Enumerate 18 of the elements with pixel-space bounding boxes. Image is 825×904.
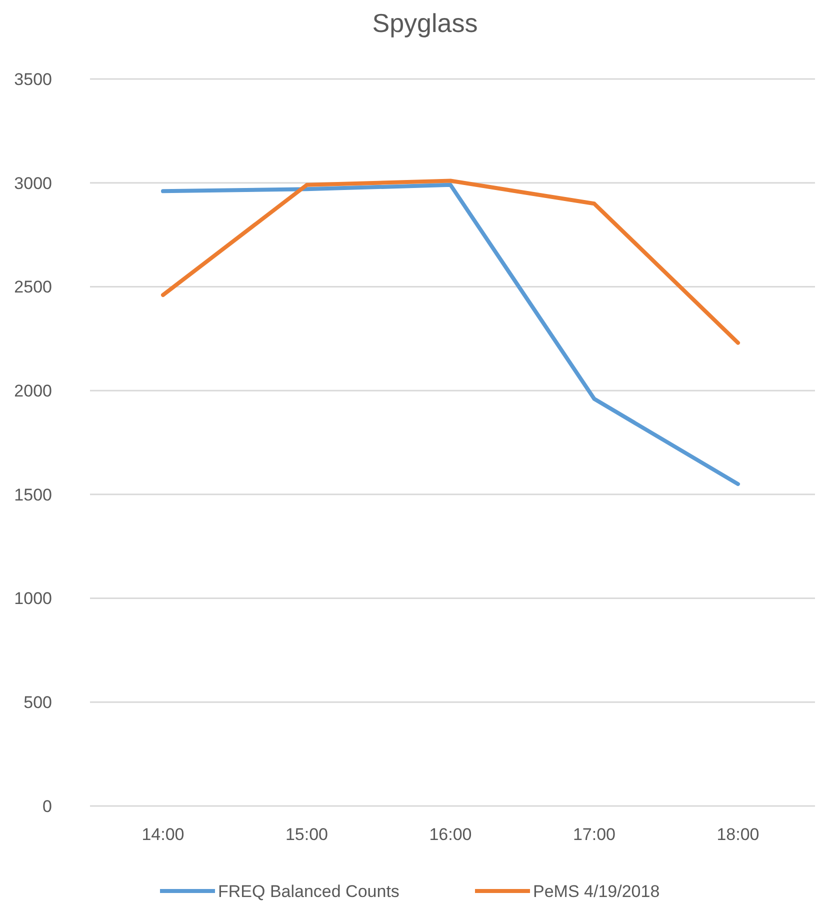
chart-title: Spyglass [372, 8, 478, 38]
y-tick-label: 2500 [14, 278, 52, 297]
line-series [161, 178, 740, 345]
x-tick-label: 17:00 [572, 825, 616, 844]
y-tick-label: 2000 [14, 382, 52, 401]
y-tick-label: 1000 [14, 589, 52, 608]
y-tick-label: 1500 [14, 485, 52, 504]
legend-label: FREQ Balanced Counts [218, 882, 400, 901]
x-tick-label: 18:00 [716, 825, 760, 844]
x-tick-label: 16:00 [429, 825, 472, 844]
y-tick-label: 3500 [14, 70, 52, 89]
line-series [161, 182, 740, 486]
y-tick-label: 0 [42, 796, 52, 816]
y-tick-label: 3000 [14, 174, 52, 193]
legend-label: PeMS 4/19/2018 [533, 882, 660, 901]
y-tick-label: 500 [24, 693, 52, 712]
x-tick-label: 14:00 [142, 825, 184, 844]
x-tick-label: 15:00 [285, 825, 328, 844]
